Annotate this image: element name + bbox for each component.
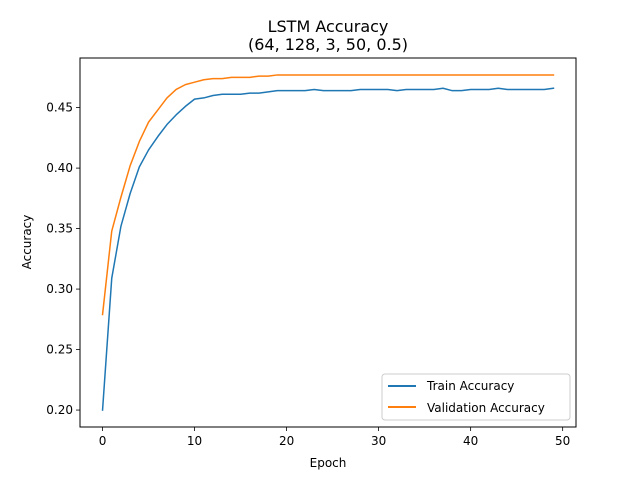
y-axis-label: Accuracy	[20, 215, 34, 270]
chart-subtitle: (64, 128, 3, 50, 0.5)	[248, 35, 408, 54]
series-line-validation	[101, 74, 555, 316]
y-tick-label: 0.25	[46, 343, 73, 357]
chart-title: LSTM Accuracy	[268, 17, 389, 36]
x-tick-label: 30	[371, 434, 386, 448]
plot-frame	[79, 57, 577, 428]
x-axis-label: Epoch	[310, 456, 347, 470]
series-line-train	[101, 87, 555, 411]
y-tick-label: 0.35	[46, 222, 73, 236]
y-tick-label: 0.20	[46, 403, 73, 417]
x-tick-label: 40	[463, 434, 478, 448]
legend-label-validation: Validation Accuracy	[427, 401, 545, 415]
series-layer	[101, 74, 555, 411]
y-tick-label: 0.45	[46, 101, 73, 115]
x-axis: 0 10 20 30 40 50	[99, 427, 570, 448]
y-tick-label: 0.30	[46, 282, 73, 296]
legend-box	[381, 373, 571, 421]
x-tick-label: 50	[555, 434, 570, 448]
x-tick-label: 0	[99, 434, 107, 448]
x-tick-label: 10	[187, 434, 202, 448]
y-tick-label: 0.40	[46, 161, 73, 175]
legend: Train Accuracy Validation Accuracy	[381, 373, 571, 421]
x-tick-label: 20	[279, 434, 294, 448]
legend-label-train: Train Accuracy	[426, 379, 514, 393]
y-axis: 0.20 0.25 0.30 0.35 0.40 0.45	[46, 101, 80, 417]
